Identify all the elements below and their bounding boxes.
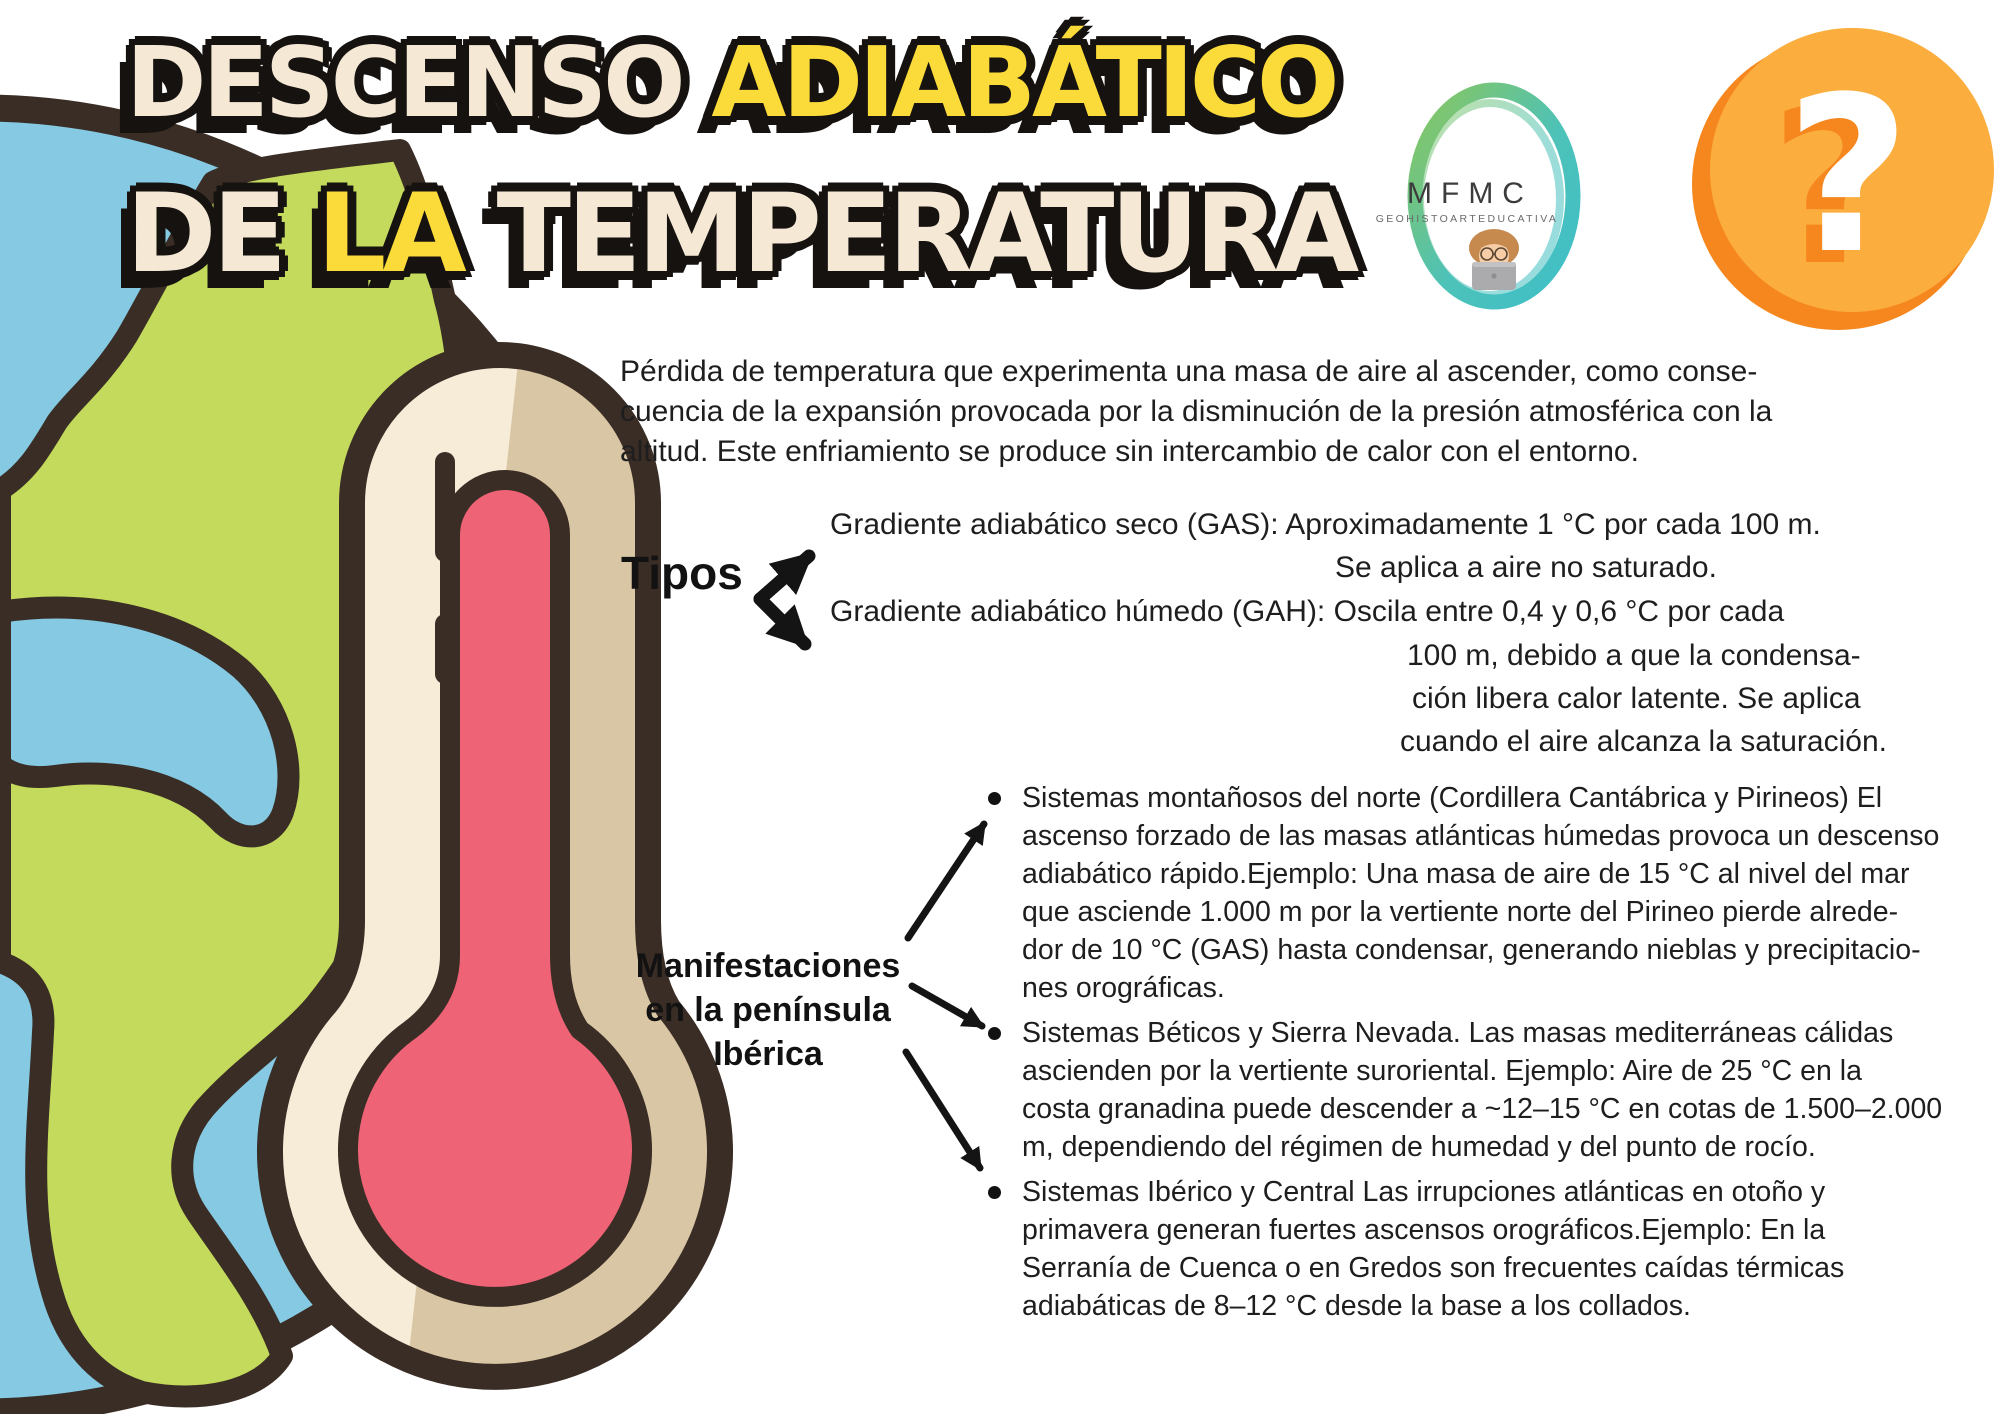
gas-line-1: Gradiente adiabático seco (GAS): Aproxim… xyxy=(830,508,1821,541)
intro-paragraph: Pérdida de temperatura que experimenta u… xyxy=(620,355,1773,468)
question-badge: ? ? xyxy=(1692,28,1994,330)
memoji-avatar xyxy=(1469,229,1519,290)
memoji-laptop-dot xyxy=(1491,273,1497,279)
tipos-arrow-up xyxy=(753,549,816,606)
manif-arrow-3 xyxy=(902,1048,984,1172)
logo-brush-ring-inner xyxy=(1416,99,1564,299)
title-word-adiabatico: ADIABÁTICO xyxy=(711,26,1339,139)
earth-inlet xyxy=(0,596,300,848)
gah-line-1: Gradiente adiabático húmedo (GAH): Oscil… xyxy=(830,595,1785,628)
gah-line-2: 100 m, debido a que la condensa- xyxy=(1407,639,1861,672)
memoji-hair-fringe xyxy=(1478,236,1510,250)
manifestaciones-bullet-list: Sistemas montañosos del norte (Cordiller… xyxy=(985,779,1990,1325)
thermometer-illustration xyxy=(257,342,733,1390)
manifestaciones-label: Manifestaciones en la península Ibérica xyxy=(635,947,901,1073)
title-word-de: DE xyxy=(126,170,287,297)
bullet-sistemas-norte: Sistemas montañosos del norte (Cordiller… xyxy=(985,779,1990,1007)
manif-arrow-2 xyxy=(908,982,986,1030)
logo-brush-ring xyxy=(1407,82,1581,310)
logo-name: MFMC xyxy=(1407,177,1533,210)
title-line-2: DE LA TEMPERATURA xyxy=(126,170,1360,297)
tipos-arrows xyxy=(753,549,816,651)
title-word-descenso: DESCENSO xyxy=(126,26,686,139)
title-word-temperatura: TEMPERATURA xyxy=(496,170,1360,297)
bullet-sistemas-iberico: Sistemas Ibérico y Central Las irrupcion… xyxy=(985,1173,1990,1325)
tipos-arrow-down xyxy=(753,592,812,651)
title-line-1: DESCENSO ADIABÁTICO xyxy=(126,26,1340,139)
gah-line-3: ción libera calor latente. Se aplica xyxy=(1412,682,1861,715)
memoji-laptop-edge xyxy=(1472,262,1516,267)
gah-line-4: cuando el aire alcanza la saturación. xyxy=(1400,725,1887,758)
question-glyph-shadow: ? xyxy=(1770,62,1895,313)
manif-arrow-1 xyxy=(904,820,988,942)
tipos-label: Tipos xyxy=(621,547,743,599)
title-word-la: LA xyxy=(316,170,467,297)
logo: MFMC GEOHISTOARTEDUCATIVA xyxy=(1376,82,1581,310)
bullet-sistemas-beticos: Sistemas Béticos y Sierra Nevada. Las ma… xyxy=(985,1014,1990,1166)
manifestaciones-arrows xyxy=(902,820,988,1172)
question-circle xyxy=(1710,28,1994,312)
gas-line-2: Se aplica a aire no saturado. xyxy=(1335,551,1717,584)
thermometer-mercury xyxy=(338,470,652,1307)
logo-subtitle: GEOHISTOARTEDUCATIVA xyxy=(1376,213,1559,225)
question-glyph: ? xyxy=(1786,50,1911,301)
